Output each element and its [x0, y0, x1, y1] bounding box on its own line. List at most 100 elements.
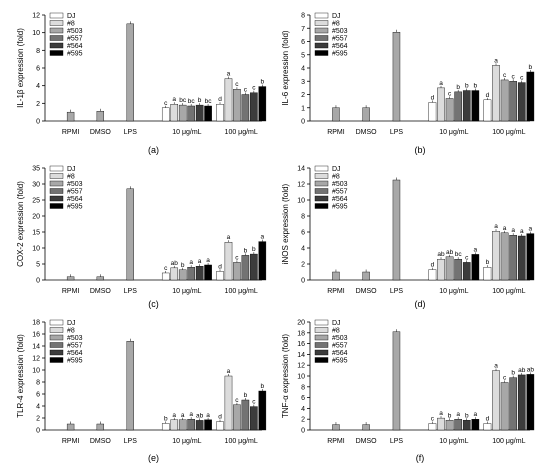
significance-letter: bc	[455, 251, 463, 258]
x-category-label: RPMI	[62, 438, 80, 445]
y-tick-label: 5	[301, 52, 305, 59]
bar-s503-100ug	[233, 404, 241, 431]
chart-panel-c: 0 5 10 15 20 25 30 35 COX-2 expression (fold) RPM…	[16, 165, 267, 309]
significance-letter: c	[164, 265, 168, 272]
y-tick-label: 6	[301, 230, 305, 237]
legend-swatch	[314, 35, 329, 41]
bar-s595-100ug	[526, 233, 535, 281]
y-tick-label: 6	[301, 395, 305, 402]
significance-letter: d	[486, 416, 490, 423]
y-tick-label: 6	[301, 39, 305, 46]
bar-DJ-10ug	[161, 272, 170, 281]
legend-label: #503	[332, 181, 348, 188]
bar-DJ-100ug	[216, 271, 224, 281]
y-tick-label: 10	[297, 198, 305, 205]
bar-DJ-100ug	[483, 423, 492, 431]
significance-letter: b	[486, 259, 490, 266]
bar-s595-100ug	[526, 71, 535, 122]
bar-s8-100ug	[224, 375, 233, 431]
legend-swatch	[314, 327, 329, 333]
significance-letter: bc	[188, 98, 196, 105]
x-group-label: 100 μg/mL	[225, 129, 258, 136]
bar-s564-100ug	[250, 406, 258, 431]
bar-rpmi	[66, 276, 75, 281]
bar-s503-100ug	[233, 88, 241, 122]
legend-swatch	[49, 349, 64, 356]
x-category-label: DMSO	[90, 438, 112, 445]
x-category-label: DMSO	[90, 129, 112, 136]
chart-panel-b: 0 1 2 3 4 5 6 7 8 IL-6 expression (fold) RPMI DMSO L…	[281, 12, 535, 155]
y-axis-label: COX-2 expression (fold)	[16, 181, 25, 267]
significance-letter: b	[181, 262, 185, 269]
significance-letter: a	[227, 234, 231, 241]
significance-letter: a	[520, 228, 524, 235]
y-tick-label: 3	[301, 79, 305, 86]
significance-letter: bc	[179, 97, 187, 104]
significance-letter: c	[503, 72, 507, 79]
bar-s595-10ug	[204, 419, 212, 431]
significance-letter: a	[439, 410, 443, 417]
legend-swatch	[314, 173, 329, 179]
legend-label: #595	[67, 51, 83, 58]
y-tick-label: 12	[297, 182, 305, 189]
legend-swatch	[314, 349, 329, 356]
bar-s557-100ug	[509, 81, 518, 122]
bar-s595-100ug	[258, 241, 267, 281]
y-tick-label: 0	[301, 428, 305, 435]
bar-DJ-100ug	[483, 99, 492, 122]
bar-lps	[392, 331, 401, 431]
legend-label: DJ	[332, 13, 341, 20]
significance-letter: c	[164, 100, 168, 107]
y-tick-label: 20	[32, 214, 40, 221]
y-tick-label: 7	[301, 26, 305, 33]
y-tick-label: 8	[301, 384, 305, 391]
significance-letter: d	[218, 263, 222, 270]
y-tick-label: 1	[301, 105, 305, 112]
significance-letter: a	[189, 259, 193, 266]
legend-swatch	[314, 12, 329, 19]
legend-swatch	[49, 180, 64, 187]
y-tick-label: 18	[297, 330, 305, 337]
y-tick-label: 5	[36, 262, 40, 269]
legend-swatch	[49, 342, 64, 348]
bar-s557-10ug	[187, 267, 195, 281]
bar-s8-10ug	[437, 417, 445, 431]
bar-DJ-100ug	[483, 267, 492, 281]
significance-letter: c	[520, 75, 524, 82]
x-group-label: 10 μg/mL	[172, 129, 201, 136]
x-group-label: 100 μg/mL	[492, 129, 525, 136]
bar-s8-100ug	[224, 242, 233, 281]
significance-letter: a	[227, 368, 231, 375]
x-category-label: DMSO	[356, 129, 378, 136]
significance-letter: c	[503, 374, 507, 381]
bar-s564-100ug	[250, 253, 258, 281]
legend-label: #503	[67, 335, 83, 342]
significance-letter: b	[529, 64, 533, 71]
significance-letter: a	[206, 257, 210, 264]
significance-letter: a	[227, 71, 231, 78]
y-tick-label: 4	[36, 404, 40, 411]
significance-letter: ab	[446, 249, 454, 256]
legend-swatch	[49, 165, 64, 172]
bar-rpmi	[332, 424, 340, 431]
bar-s503-10ug	[178, 419, 187, 431]
significance-letter: a	[494, 363, 498, 370]
legend-swatch	[314, 203, 329, 209]
legend-label: DJ	[67, 320, 76, 327]
y-tick-label: 0	[36, 428, 40, 435]
y-tick-label: 20	[297, 320, 305, 327]
legend-label: #564	[332, 196, 348, 203]
bar-s557-10ug	[187, 419, 195, 431]
significance-letter: b	[261, 383, 265, 390]
legend-swatch	[49, 319, 64, 326]
x-category-label: RPMI	[327, 288, 345, 295]
x-group-label: 100 μg/mL	[492, 288, 525, 295]
y-tick-label: 4	[301, 246, 305, 253]
legend-label: #503	[332, 335, 348, 342]
chart-panel-f: 0 2 4 6 8 10 12 14 16 18 20 TNF-α expression (fold)…	[281, 320, 534, 464]
legend-label: DJ	[332, 320, 341, 327]
y-tick-label: 10	[297, 374, 305, 381]
significance-letter: c	[235, 397, 239, 404]
